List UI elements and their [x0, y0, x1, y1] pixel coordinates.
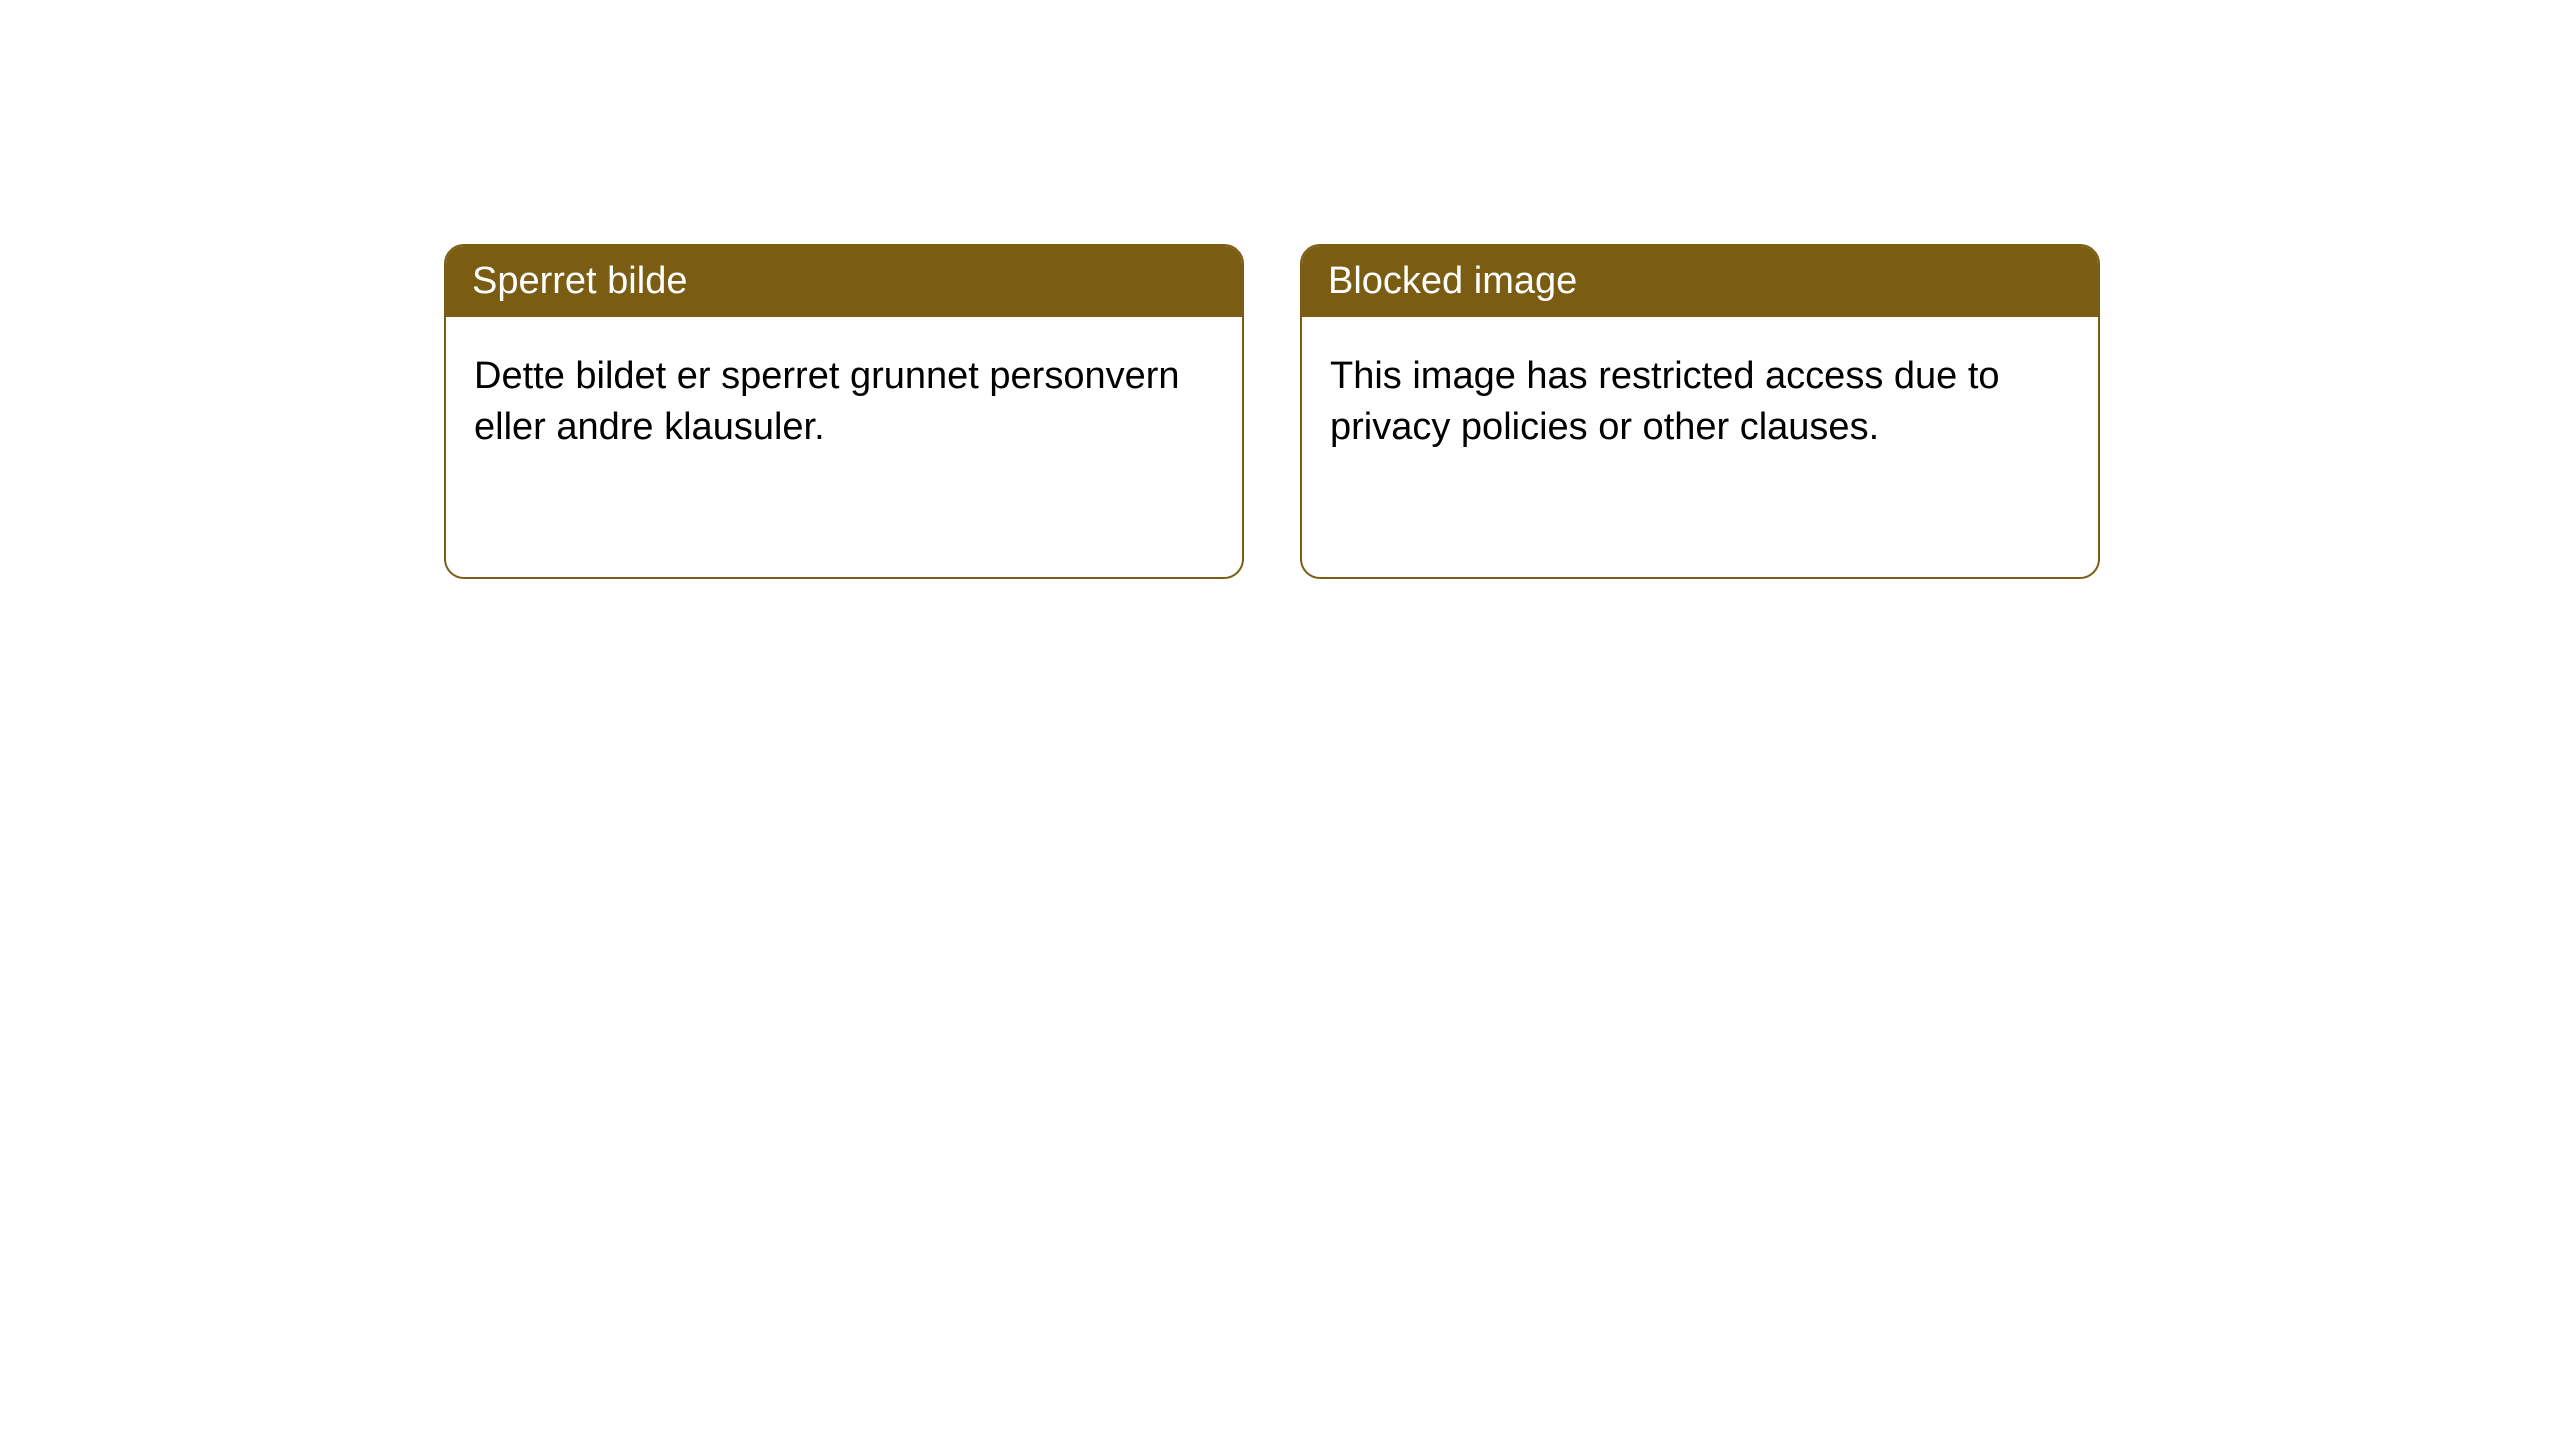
card-body-text: This image has restricted access due to …: [1330, 355, 2000, 448]
card-header-title: Blocked image: [1328, 260, 1577, 302]
card-header: Blocked image: [1302, 246, 2098, 317]
card-header: Sperret bilde: [446, 246, 1242, 317]
card-header-title: Sperret bilde: [472, 260, 687, 302]
card-body-text: Dette bildet er sperret grunnet personve…: [474, 355, 1180, 448]
blocked-image-card-en: Blocked image This image has restricted …: [1300, 244, 2100, 579]
card-body: This image has restricted access due to …: [1302, 317, 2098, 488]
card-body: Dette bildet er sperret grunnet personve…: [446, 317, 1242, 488]
notice-container: Sperret bilde Dette bildet er sperret gr…: [0, 0, 2560, 579]
blocked-image-card-no: Sperret bilde Dette bildet er sperret gr…: [444, 244, 1244, 579]
